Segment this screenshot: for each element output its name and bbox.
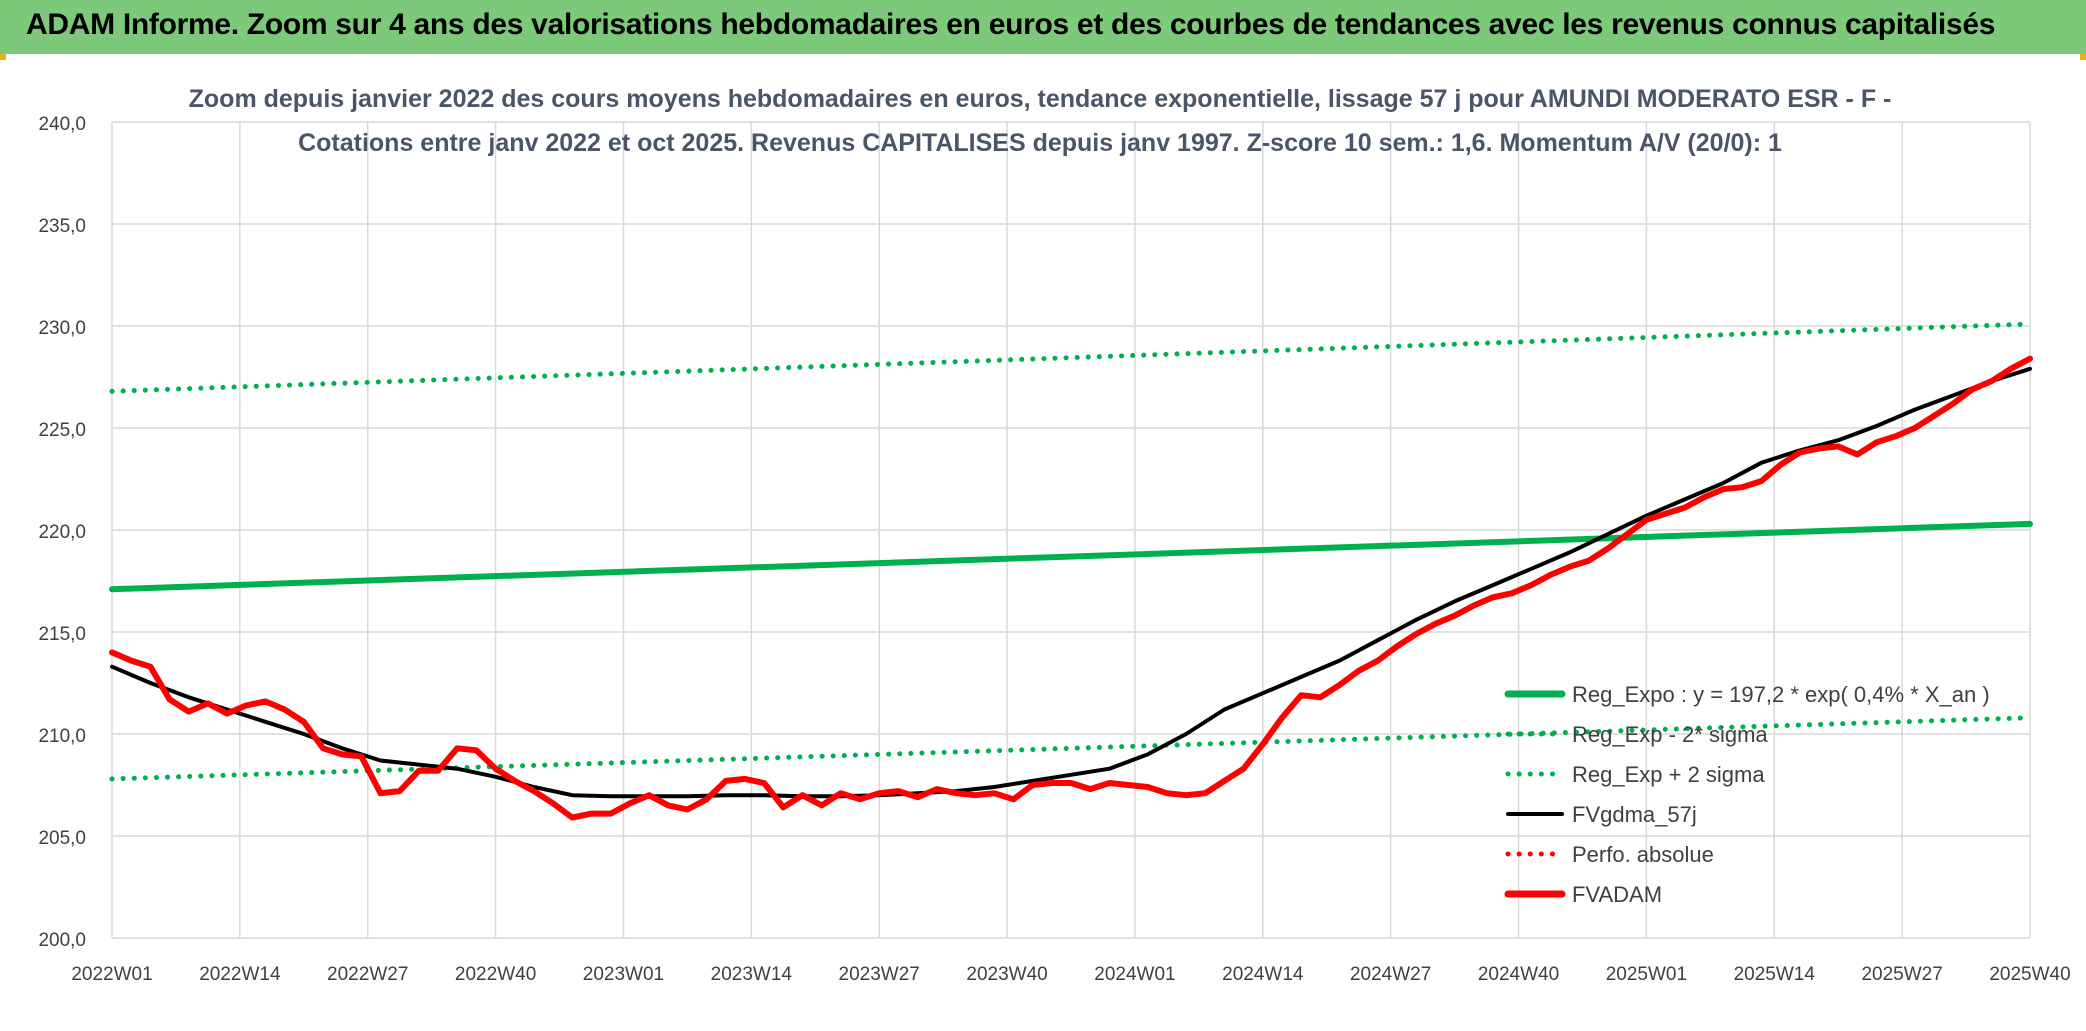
x-tick-label: 2022W40 [455,964,536,985]
y-tick-label: 235,0 [38,216,86,237]
axes: 200,0 205,0 210,0 215,0 220,0 225,0 230,0 235,0… [38,114,2070,985]
series-line-2 [109,321,2033,394]
x-tick-label: 2022W14 [199,964,281,985]
x-tick-label: 2025W01 [1606,964,1687,985]
x-tick-label: 2022W01 [71,964,152,985]
x-tick-label: 2023W14 [711,964,793,985]
series-line-3 [110,366,2032,799]
y-tick-label: 200,0 [38,930,86,951]
chart-title-line-2: Cotations entre janv 2022 et oct 2025. R… [298,129,1782,157]
series-line-0 [109,520,2033,593]
chart-title-line-1: Zoom depuis janvier 2022 des cours moyen… [189,85,1892,113]
x-tick-label: 2025W40 [1989,964,2070,985]
x-tick-label: 2025W27 [1861,964,1942,985]
report-title: ADAM Informe. Zoom sur 4 ans des valoris… [26,8,1996,41]
series-line-5 [109,355,2033,821]
x-tick-label: 2024W14 [1222,964,1304,985]
legend-label: Reg_Expo : y = 197,2 * exp( 0,4% * X_an … [1572,682,1990,707]
x-tick-label: 2024W01 [1094,964,1175,985]
series-layer [109,321,2033,821]
y-tick-label: 240,0 [38,114,86,135]
x-tick-label: 2023W40 [966,964,1047,985]
legend: Reg_Expo : y = 197,2 * exp( 0,4% * X_an … [1504,682,1990,907]
x-tick-label: 2024W27 [1350,964,1431,985]
report-banner: ADAM Informe. Zoom sur 4 ans des valoris… [0,0,2086,54]
x-tick-label: 2024W40 [1478,964,1559,985]
x-tick-label: 2023W27 [839,964,920,985]
x-tick-label: 2023W01 [583,964,664,985]
y-tick-label: 225,0 [38,420,86,441]
legend-label: FVgdma_57j [1572,802,1697,827]
legend-label: Reg_Exp - 2* sigma [1572,722,1768,747]
legend-label: FVADAM [1572,882,1662,907]
y-tick-label: 210,0 [38,726,86,747]
x-tick-label: 2025W14 [1734,964,1816,985]
legend-label: Reg_Exp + 2 sigma [1572,762,1765,787]
y-tick-label: 205,0 [38,828,86,849]
grid [111,121,2031,939]
x-tick-label: 2022W27 [327,964,408,985]
y-tick-label: 215,0 [38,624,86,645]
y-tick-label: 220,0 [38,522,86,543]
y-tick-label: 230,0 [38,318,86,339]
corner-mark-left [0,54,6,60]
corner-mark-right [2080,54,2086,60]
legend-label: Perfo. absolue [1572,842,1714,867]
